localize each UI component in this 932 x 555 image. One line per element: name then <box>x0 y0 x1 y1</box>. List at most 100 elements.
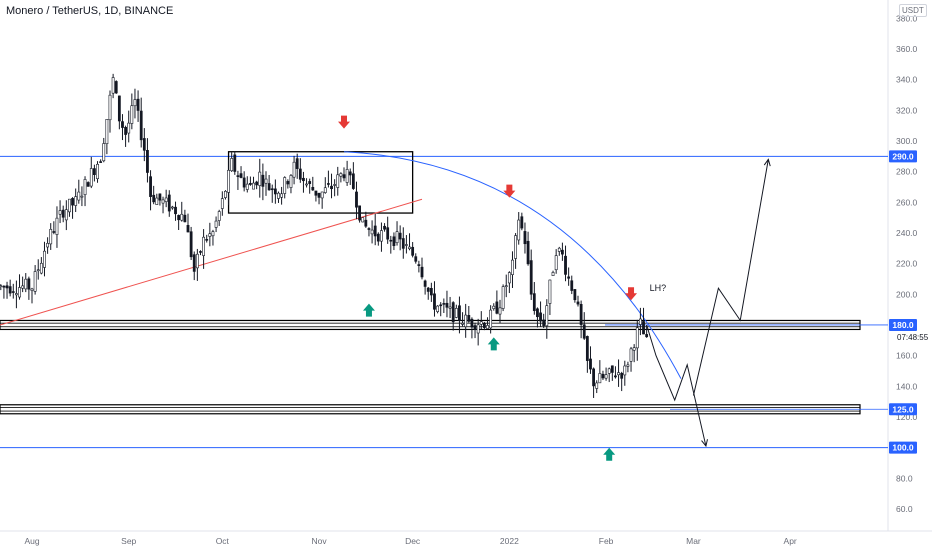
support-trendline <box>0 198 423 326</box>
candle-body <box>242 177 246 188</box>
price-level-label: 125.0 <box>892 404 914 414</box>
candle-body <box>86 182 90 187</box>
candle-body <box>579 304 583 325</box>
candle-body <box>567 276 571 279</box>
candle-body <box>532 293 536 311</box>
candle-body <box>436 305 440 312</box>
candle-body <box>439 304 443 307</box>
currency-label[interactable]: USDT <box>899 4 927 17</box>
candle-body <box>64 209 68 221</box>
candle-body <box>548 279 552 304</box>
candle-body <box>114 81 118 94</box>
candle-body <box>61 209 65 218</box>
y-tick-label: 320.0 <box>896 105 918 115</box>
x-tick-label: Mar <box>686 536 701 546</box>
candle-body <box>336 174 340 188</box>
chart-title: Monero / TetherUS, 1D, BINANCE <box>6 5 174 17</box>
candle-body <box>454 308 458 318</box>
candle-body <box>311 186 315 191</box>
candle-body <box>392 236 396 247</box>
candle-body <box>623 365 627 376</box>
candle-body <box>273 188 277 195</box>
candle-body <box>473 325 477 330</box>
candle-body <box>270 188 274 191</box>
candle-body <box>55 217 59 235</box>
candle-body <box>557 247 561 252</box>
candle-body <box>217 211 221 221</box>
candle-body <box>189 231 193 258</box>
projection-arrowhead-up <box>763 158 771 167</box>
candle-body <box>423 280 427 287</box>
candle-body <box>330 185 333 190</box>
candle-body <box>280 193 284 198</box>
candle-body <box>642 321 645 335</box>
candle-body <box>2 285 6 288</box>
candle-body <box>15 293 18 296</box>
candle-body <box>58 210 62 215</box>
candle-body <box>345 169 349 183</box>
candle-body <box>582 324 586 339</box>
candle-body <box>529 260 533 295</box>
candle-body <box>429 288 433 296</box>
candle-body <box>261 174 265 187</box>
price-level-badge <box>889 150 917 163</box>
candle-body <box>286 181 290 185</box>
candle-body <box>420 266 424 278</box>
candle-body <box>152 194 156 203</box>
y-tick-label: 300.0 <box>896 136 918 146</box>
candle-body <box>233 154 237 172</box>
candle-body <box>0 285 3 288</box>
candle-body <box>467 315 471 322</box>
candle-body <box>195 253 199 269</box>
projection-path-up <box>692 159 769 396</box>
candle-body <box>607 368 611 374</box>
candle-body <box>127 122 131 134</box>
candle-body <box>18 287 21 298</box>
candle-body <box>573 289 577 301</box>
candle-body <box>523 231 527 245</box>
candle-body <box>24 278 28 290</box>
countdown-label: 07:48:55 <box>897 333 929 342</box>
candle-body <box>308 181 312 184</box>
candle-body <box>283 177 287 194</box>
candle-body <box>498 307 502 315</box>
candle-body <box>264 178 268 184</box>
candle-body <box>514 235 518 259</box>
x-tick-label: Feb <box>599 536 614 546</box>
candle-body <box>604 374 608 379</box>
candle-body <box>373 225 377 237</box>
candle-body <box>161 199 165 204</box>
candle-body <box>333 184 337 186</box>
candle-body <box>77 191 81 201</box>
projection-path-down <box>646 324 707 447</box>
candle-body <box>404 244 408 246</box>
candle-body <box>320 191 324 199</box>
y-tick-label: 220.0 <box>896 259 918 269</box>
resistance-arc <box>343 151 682 379</box>
candle-body <box>442 303 446 305</box>
candle-body <box>464 314 468 328</box>
candle-body <box>71 198 74 206</box>
candle-body <box>629 348 633 362</box>
candle-body <box>305 183 308 186</box>
candle-body <box>536 308 539 318</box>
candle-body <box>554 255 558 271</box>
candle-body <box>339 173 343 177</box>
candle-body <box>376 233 380 242</box>
candle-body <box>183 214 187 223</box>
candle-body <box>89 168 93 187</box>
candle-body <box>414 256 418 262</box>
candle-body <box>342 174 346 179</box>
candle-body <box>68 198 71 213</box>
candle-body <box>83 179 87 195</box>
candle-body <box>495 301 499 314</box>
candle-body <box>564 255 567 275</box>
candle-body <box>96 163 99 180</box>
candle-body <box>614 375 617 378</box>
candle-body <box>108 94 112 121</box>
candle-body <box>252 182 255 190</box>
candle-body <box>408 246 411 250</box>
x-tick-label: Sep <box>121 536 136 546</box>
